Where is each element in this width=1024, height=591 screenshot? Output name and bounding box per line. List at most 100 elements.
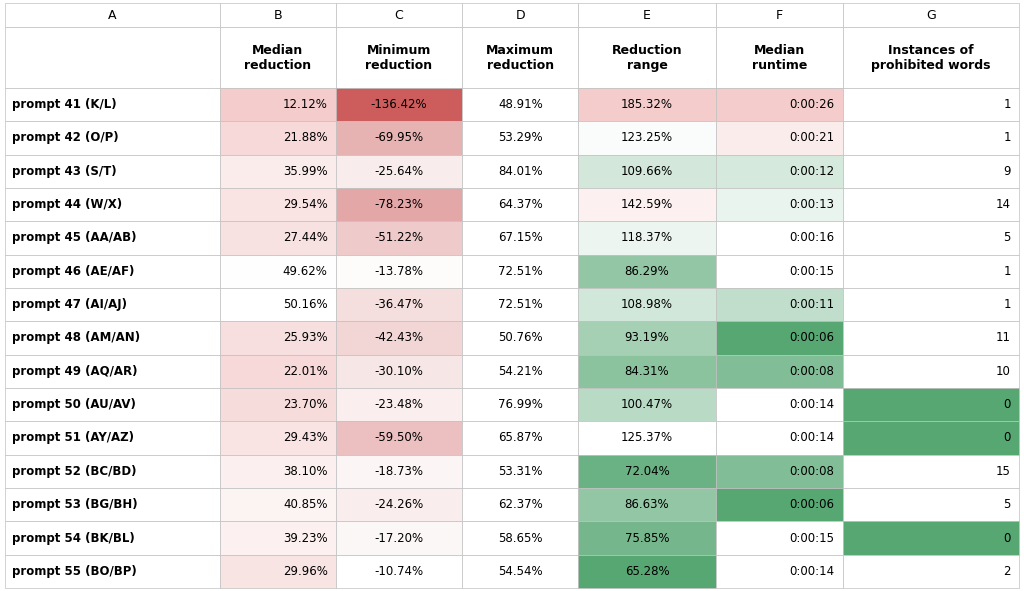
Text: 29.43%: 29.43%: [283, 431, 328, 444]
Text: Median
runtime: Median runtime: [752, 44, 807, 72]
Bar: [5, 154, 220, 188]
Bar: [579, 188, 716, 221]
Text: 22.01%: 22.01%: [283, 365, 328, 378]
Bar: [843, 221, 1019, 255]
Text: 0:00:16: 0:00:16: [790, 232, 835, 245]
Text: prompt 49 (AQ/AR): prompt 49 (AQ/AR): [12, 365, 138, 378]
Bar: [336, 188, 463, 221]
Text: -25.64%: -25.64%: [375, 165, 424, 178]
Bar: [843, 27, 1019, 88]
Text: G: G: [926, 9, 936, 22]
Text: -17.20%: -17.20%: [375, 531, 424, 544]
Text: C: C: [394, 9, 403, 22]
Text: 54.21%: 54.21%: [498, 365, 543, 378]
Bar: [5, 255, 220, 288]
Bar: [579, 454, 716, 488]
Bar: [463, 27, 579, 88]
Text: prompt 55 (BO/BP): prompt 55 (BO/BP): [12, 565, 137, 578]
Text: prompt 43 (S/T): prompt 43 (S/T): [12, 165, 117, 178]
Text: prompt 53 (BG/BH): prompt 53 (BG/BH): [12, 498, 138, 511]
Text: -69.95%: -69.95%: [375, 131, 424, 144]
Bar: [716, 255, 843, 288]
Bar: [463, 421, 579, 454]
Bar: [5, 555, 220, 588]
Text: 93.19%: 93.19%: [625, 332, 670, 345]
Bar: [843, 488, 1019, 521]
Bar: [463, 555, 579, 588]
Bar: [220, 255, 336, 288]
Text: Maximum
reduction: Maximum reduction: [486, 44, 554, 72]
Bar: [5, 421, 220, 454]
Bar: [716, 421, 843, 454]
Bar: [336, 521, 463, 555]
Bar: [336, 27, 463, 88]
Text: 1: 1: [1004, 265, 1011, 278]
Text: 100.47%: 100.47%: [621, 398, 673, 411]
Bar: [463, 521, 579, 555]
Text: prompt 44 (W/X): prompt 44 (W/X): [12, 198, 123, 211]
Bar: [463, 255, 579, 288]
Bar: [843, 288, 1019, 322]
Text: -36.47%: -36.47%: [375, 298, 424, 311]
Bar: [220, 355, 336, 388]
Text: 58.65%: 58.65%: [498, 531, 543, 544]
Bar: [843, 454, 1019, 488]
Bar: [463, 322, 579, 355]
Text: 0:00:06: 0:00:06: [790, 332, 835, 345]
Bar: [579, 388, 716, 421]
Bar: [716, 154, 843, 188]
Text: prompt 42 (O/P): prompt 42 (O/P): [12, 131, 119, 144]
Text: 67.15%: 67.15%: [498, 232, 543, 245]
Text: -24.26%: -24.26%: [375, 498, 424, 511]
Text: 5: 5: [1004, 498, 1011, 511]
Text: 25.93%: 25.93%: [283, 332, 328, 345]
Bar: [716, 27, 843, 88]
Bar: [716, 355, 843, 388]
Text: Median
reduction: Median reduction: [245, 44, 311, 72]
Text: 65.28%: 65.28%: [625, 565, 670, 578]
Text: 50.76%: 50.76%: [498, 332, 543, 345]
Text: prompt 45 (AA/AB): prompt 45 (AA/AB): [12, 232, 137, 245]
Bar: [220, 27, 336, 88]
Text: A: A: [109, 9, 117, 22]
Text: 54.54%: 54.54%: [498, 565, 543, 578]
Bar: [463, 88, 579, 121]
Bar: [843, 388, 1019, 421]
Text: 49.62%: 49.62%: [283, 265, 328, 278]
Text: 14: 14: [995, 198, 1011, 211]
Bar: [843, 521, 1019, 555]
Text: 65.87%: 65.87%: [498, 431, 543, 444]
Bar: [220, 188, 336, 221]
Text: 108.98%: 108.98%: [621, 298, 673, 311]
Text: 0:00:26: 0:00:26: [790, 98, 835, 111]
Text: 23.70%: 23.70%: [283, 398, 328, 411]
Bar: [5, 221, 220, 255]
Text: 0:00:15: 0:00:15: [790, 531, 835, 544]
Bar: [716, 288, 843, 322]
Bar: [843, 421, 1019, 454]
Text: 185.32%: 185.32%: [621, 98, 673, 111]
Bar: [579, 154, 716, 188]
Text: 0:00:21: 0:00:21: [790, 131, 835, 144]
Bar: [463, 121, 579, 154]
Bar: [716, 121, 843, 154]
Bar: [220, 454, 336, 488]
Bar: [843, 255, 1019, 288]
Text: 86.29%: 86.29%: [625, 265, 670, 278]
Text: 1: 1: [1004, 298, 1011, 311]
Bar: [463, 154, 579, 188]
Text: 118.37%: 118.37%: [621, 232, 673, 245]
Text: 62.37%: 62.37%: [498, 498, 543, 511]
Bar: [220, 421, 336, 454]
Text: 10: 10: [995, 365, 1011, 378]
Bar: [579, 255, 716, 288]
Text: 0:00:06: 0:00:06: [790, 498, 835, 511]
Text: 0:00:14: 0:00:14: [790, 565, 835, 578]
Bar: [5, 454, 220, 488]
Bar: [220, 221, 336, 255]
Bar: [336, 3, 463, 27]
Bar: [843, 355, 1019, 388]
Bar: [579, 27, 716, 88]
Bar: [579, 121, 716, 154]
Text: Reduction
range: Reduction range: [611, 44, 682, 72]
